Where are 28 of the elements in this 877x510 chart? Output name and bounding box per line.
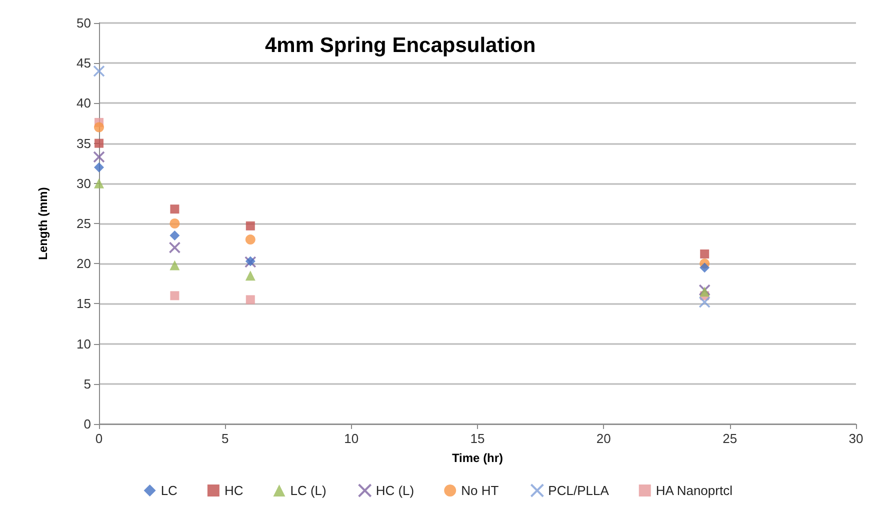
y-tick-label: 20 — [76, 256, 91, 272]
y-tick-label: 5 — [84, 376, 91, 392]
legend-label: HA Nanoprtcl — [656, 483, 733, 498]
legend-label: PCL/PLLA — [548, 483, 610, 498]
legend-label: HC (L) — [376, 483, 414, 498]
legend-label: HC — [224, 483, 244, 498]
x-tick-label: 20 — [596, 431, 611, 446]
legend-label: LC (L) — [290, 483, 326, 498]
x-axis-title: Time (hr) — [452, 451, 504, 465]
x-tick-label: 5 — [222, 431, 229, 446]
x-tick-label: 25 — [722, 431, 738, 446]
x-tick-label: 0 — [95, 431, 103, 446]
y-tick-label: 0 — [84, 416, 91, 432]
y-tick-label: 30 — [76, 176, 91, 191]
x-tick-label: 15 — [470, 431, 485, 446]
x-tick-label: 30 — [848, 431, 864, 446]
legend-label: No HT — [461, 483, 499, 498]
y-tick-label: 25 — [76, 216, 91, 231]
x-tick-label: 10 — [344, 431, 359, 446]
y-tick-label: 45 — [76, 56, 91, 71]
y-axis-title: Length (mm) — [36, 187, 50, 260]
y-tick-label: 15 — [76, 296, 91, 312]
y-tick-label: 50 — [76, 16, 91, 30]
y-tick-label: 35 — [76, 136, 91, 151]
y-tick-label: 10 — [76, 336, 91, 352]
text: 4mm Spring Encapsulation — [265, 34, 536, 57]
y-tick-label: 40 — [76, 96, 91, 111]
legend-label: LC — [160, 483, 178, 498]
